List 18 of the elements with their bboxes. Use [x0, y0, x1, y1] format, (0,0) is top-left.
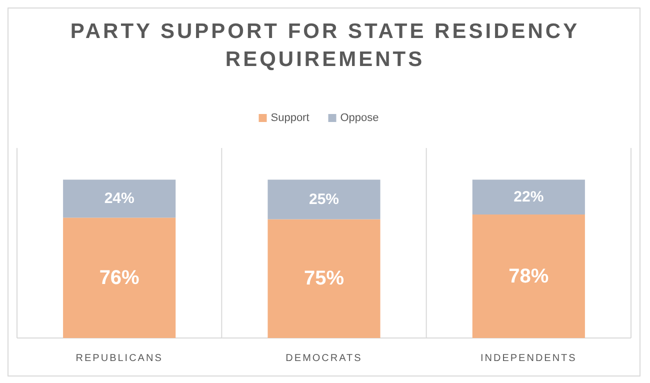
x-tick-label: REPUBLICANS	[76, 353, 163, 364]
data-label: 78%	[508, 265, 549, 288]
x-tick-label: DEMOCRATS	[286, 353, 362, 364]
x-tick-label: INDEPENDENTS	[480, 353, 577, 364]
bar	[268, 180, 380, 220]
bar	[63, 218, 176, 338]
data-label: 22%	[514, 188, 544, 206]
bar	[63, 180, 176, 218]
data-label: 24%	[104, 190, 134, 208]
data-label: 76%	[99, 266, 140, 289]
data-label: 25%	[308, 190, 340, 208]
bar	[268, 219, 380, 338]
legend-label: Support	[270, 112, 310, 124]
bar	[472, 180, 585, 214]
bar	[472, 214, 585, 338]
chart-title: PARTY SUPPORT FOR STATE RESIDENCY REQUIREMENTS	[70, 20, 580, 71]
legend-label: Oppose	[340, 112, 379, 124]
data-label: 75%	[304, 268, 344, 290]
